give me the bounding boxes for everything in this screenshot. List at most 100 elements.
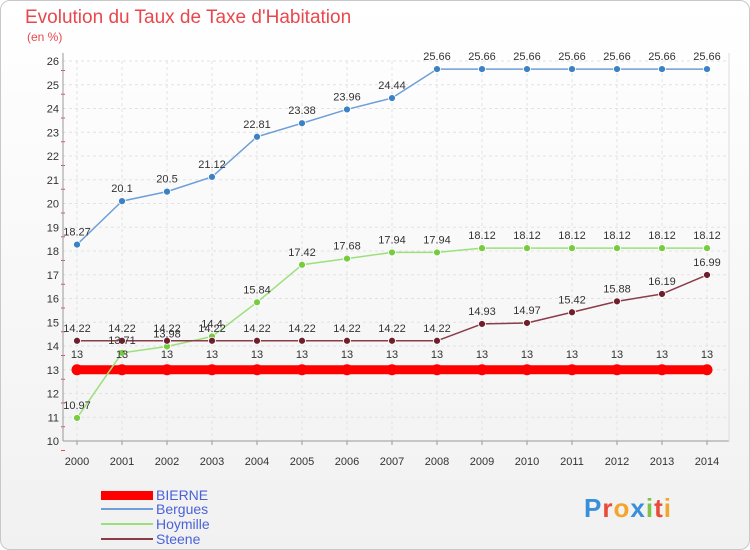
data-point-bierne	[296, 364, 308, 376]
data-label-hoymille: 17.94	[378, 234, 406, 246]
data-label-hoymille: 17.94	[423, 234, 451, 246]
data-label-bierne: 13	[431, 349, 443, 361]
logo-letter: t	[654, 493, 664, 523]
data-point-bierne	[206, 364, 218, 376]
data-point-steene	[433, 336, 441, 345]
data-point-steene	[523, 319, 531, 327]
data-label-steene: 14.22	[108, 323, 136, 335]
legend-label: Hoymille	[156, 516, 210, 532]
data-point-hoymille	[118, 348, 126, 357]
data-point-bergues	[208, 172, 216, 181]
data-point-hoymille	[658, 244, 666, 253]
y-tick-label: 16	[47, 294, 59, 306]
y-tick-label: 21	[47, 175, 59, 187]
data-point-hoymille	[343, 254, 351, 263]
data-label-bergues: 25.66	[423, 51, 451, 63]
data-point-steene	[253, 336, 261, 345]
x-tick-label: 2002	[155, 456, 179, 468]
x-tick-label: 2014	[695, 456, 719, 468]
data-label-bergues: 18.27	[63, 227, 91, 239]
data-label-bierne: 13	[521, 349, 533, 361]
data-label-bergues: 25.66	[468, 51, 496, 63]
x-tick-label: 2005	[290, 456, 314, 468]
y-tick-label: 26	[47, 56, 59, 68]
x-tick-label: 2004	[245, 456, 269, 468]
data-label-bergues: 25.66	[513, 51, 541, 63]
data-point-bergues	[73, 240, 81, 249]
data-point-hoymille	[73, 414, 81, 422]
data-point-steene	[658, 290, 666, 298]
data-label-steene: 14.93	[468, 306, 496, 318]
y-tick-label: 14	[47, 341, 59, 353]
data-label-bierne: 13	[701, 349, 713, 361]
data-label-hoymille: 13.71	[108, 335, 136, 347]
data-label-steene: 14.97	[513, 305, 541, 317]
data-label-bierne: 13	[71, 349, 83, 361]
data-point-bierne	[656, 364, 668, 376]
y-tick-label: 17	[47, 270, 59, 282]
data-point-steene	[118, 336, 126, 345]
series-group	[71, 65, 713, 422]
legend-item-hoymille: Hoymille	[101, 516, 210, 532]
data-point-steene	[298, 336, 306, 345]
data-label-steene: 15.88	[603, 283, 631, 295]
logo-letter: r	[602, 493, 614, 523]
data-label-hoymille: 18.12	[693, 230, 721, 242]
data-point-hoymille	[253, 298, 261, 307]
x-tick-label: 2000	[65, 456, 89, 468]
data-label-steene: 14.22	[243, 323, 271, 335]
data-point-bierne	[386, 364, 398, 376]
data-point-steene	[343, 336, 351, 345]
grid	[63, 60, 729, 442]
data-label-steene: 16.99	[693, 257, 721, 269]
data-point-steene	[73, 336, 81, 345]
data-label-bierne: 13	[341, 349, 353, 361]
legend-item-bierne: BIERNE	[101, 487, 208, 503]
data-label-bergues: 24.44	[378, 80, 406, 92]
x-tick-label: 2011	[560, 456, 584, 468]
y-tick-label: 11	[48, 412, 59, 424]
logo-letter: o	[613, 493, 631, 523]
data-point-hoymille	[568, 244, 576, 253]
data-label-bergues: 20.1	[111, 183, 132, 195]
x-tick-label: 2013	[650, 456, 674, 468]
y-tick-label: 18	[47, 246, 59, 258]
data-label-steene: 16.19	[648, 276, 676, 288]
data-point-bergues	[298, 119, 306, 128]
data-label-bierne: 13	[566, 349, 578, 361]
axes: 10 11 12 13 14 15 16 17 18 19 20 21 22 23 24 25 26 2000 20…	[47, 53, 730, 468]
data-point-bierne	[611, 364, 623, 376]
data-point-bierne	[701, 364, 713, 376]
data-label-bergues: 25.66	[693, 51, 721, 63]
data-label-hoymille: 17.42	[288, 247, 316, 259]
data-point-bierne	[71, 364, 83, 376]
data-point-bergues	[568, 65, 576, 73]
data-label-steene: 14.22	[288, 323, 316, 335]
data-point-steene	[568, 308, 576, 317]
data-point-bierne	[341, 364, 353, 376]
data-point-hoymille	[703, 244, 711, 253]
legend-swatch	[101, 538, 153, 540]
x-tick-label: 2001	[110, 456, 134, 468]
data-label-bergues: 25.66	[603, 51, 631, 63]
data-point-steene	[613, 297, 621, 306]
chart-unit-label: (en %)	[27, 30, 63, 44]
data-label-hoymille: 17.68	[333, 241, 361, 253]
data-label-hoymille: 13.98	[153, 328, 181, 340]
data-point-hoymille	[523, 244, 531, 253]
y-tick-label: 22	[47, 151, 59, 163]
x-tick-label: 2012	[605, 456, 629, 468]
data-point-bergues	[703, 65, 711, 73]
data-label-bierne: 13	[476, 349, 488, 361]
data-point-steene	[478, 320, 486, 328]
legend-item-bergues: Bergues	[101, 501, 208, 517]
y-tick-label: 24	[47, 104, 59, 116]
data-label-bergues: 25.66	[648, 51, 676, 63]
data-label-steene: 14.22	[153, 323, 181, 335]
data-point-bierne	[431, 364, 443, 376]
data-point-bergues	[118, 197, 126, 206]
y-tick-label: 13	[47, 365, 59, 377]
data-label-hoymille: 15.84	[243, 284, 271, 296]
